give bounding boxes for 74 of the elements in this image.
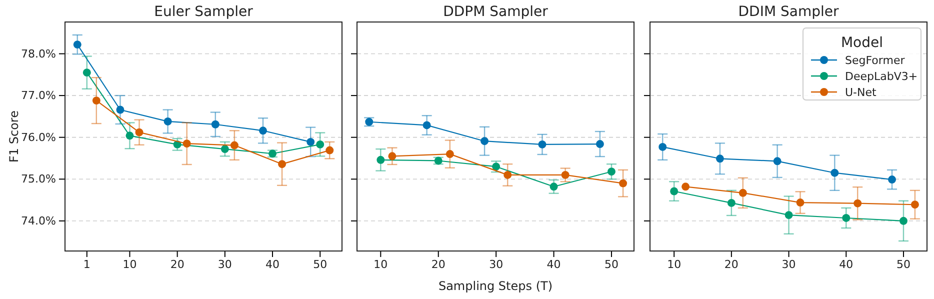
point xyxy=(211,120,220,128)
point xyxy=(596,140,604,148)
x-tick-label: 20 xyxy=(431,258,446,271)
legend-title: Model xyxy=(840,35,884,51)
point xyxy=(278,160,286,168)
x-tick-label: 10 xyxy=(374,258,388,271)
point xyxy=(682,182,690,191)
y-tick-label: 74.0% xyxy=(21,214,56,228)
point xyxy=(126,132,134,140)
point xyxy=(738,188,747,197)
point xyxy=(446,150,454,158)
point xyxy=(268,150,276,158)
point xyxy=(727,198,736,207)
legend-label: U-Net xyxy=(845,86,878,99)
y-tick-label: 77.0% xyxy=(21,89,56,102)
point xyxy=(670,187,678,196)
chart-title: DDIM Sampler xyxy=(738,4,839,20)
x-tick-label: 50 xyxy=(313,258,328,271)
point xyxy=(326,146,334,154)
point xyxy=(608,168,616,176)
point xyxy=(658,142,667,151)
x-axis-title: Sampling Steps (T) xyxy=(438,279,553,293)
x-tick-label: 50 xyxy=(604,258,618,271)
point xyxy=(73,40,82,49)
x-tick-label: 10 xyxy=(122,258,137,271)
point xyxy=(842,214,850,222)
x-tick-label: 1 xyxy=(83,258,90,271)
point xyxy=(796,198,804,207)
point xyxy=(376,156,385,164)
point xyxy=(830,168,839,177)
y-tick-label: 76.0% xyxy=(21,130,56,144)
point xyxy=(561,170,570,179)
point xyxy=(773,157,782,166)
point xyxy=(910,200,919,209)
x-tick-label: 20 xyxy=(724,258,738,271)
y-tick-label: 75.0% xyxy=(21,172,56,186)
chart-title: DDPM Sampler xyxy=(443,4,548,20)
point xyxy=(182,140,191,148)
chart-title: Euler Sampler xyxy=(154,4,254,20)
point xyxy=(538,140,546,148)
point xyxy=(480,137,489,146)
point xyxy=(784,211,793,220)
point xyxy=(619,179,628,188)
point xyxy=(306,138,315,146)
x-tick-label: 30 xyxy=(218,258,232,271)
point xyxy=(92,96,100,105)
point xyxy=(230,141,238,150)
x-tick-label: 20 xyxy=(170,258,184,271)
x-tick-label: 10 xyxy=(667,258,682,271)
point xyxy=(164,117,172,126)
point xyxy=(422,121,431,130)
point xyxy=(116,106,124,114)
point xyxy=(259,126,267,135)
point xyxy=(220,145,229,154)
x-tick-label: 50 xyxy=(896,258,910,271)
x-tick-label: 30 xyxy=(489,258,504,271)
x-tick-label: 40 xyxy=(546,258,561,271)
point xyxy=(888,176,896,184)
x-tick-label: 40 xyxy=(839,258,854,271)
point xyxy=(82,68,91,77)
legend-label: DeepLabV3+ xyxy=(845,70,918,83)
point xyxy=(550,182,558,191)
point xyxy=(716,154,724,163)
x-tick-label: 30 xyxy=(782,258,796,271)
point xyxy=(900,216,908,225)
y-tick-label: 78.0% xyxy=(21,47,56,60)
point xyxy=(504,170,512,179)
point xyxy=(854,199,862,208)
point xyxy=(388,152,396,160)
x-tick-label: 40 xyxy=(266,258,280,271)
legend-label: SegFormer xyxy=(845,54,906,67)
point xyxy=(135,128,144,136)
point xyxy=(316,140,324,148)
y-axis-title: F1 Score xyxy=(7,110,21,162)
